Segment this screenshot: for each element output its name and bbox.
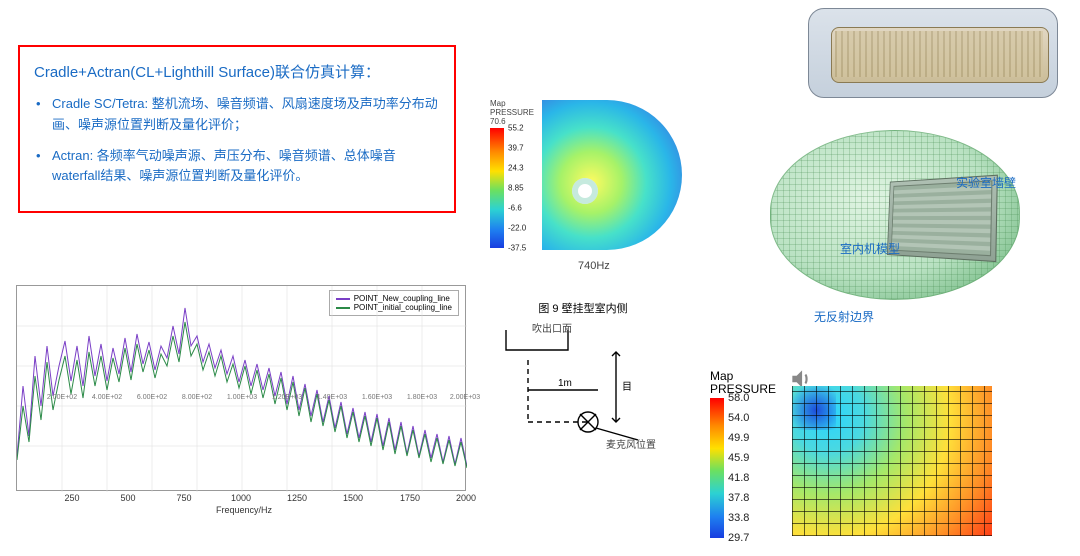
label-boundary: 无反射边界 xyxy=(814,308,874,325)
bullet2-body: 各频率气动噪声源、声压分布、噪音频谱、总体噪音waterfall结果、噪声源位置… xyxy=(52,148,396,184)
info-box: Cradle+Actran(CL+Lighthill Surface)联合仿真计… xyxy=(18,45,456,213)
svg-text:目: 目 xyxy=(622,382,632,393)
cb-tick: -22.0 xyxy=(508,224,526,233)
label-wall: 实验室墙壁 xyxy=(956,174,1016,191)
bullet1-head: Cradle SC/Tetra: xyxy=(52,96,148,111)
sci-tick: 4.00E+02 xyxy=(92,394,122,401)
chart-plot-area: POINT_New_coupling_line POINT_initial_co… xyxy=(16,285,466,491)
sci-tick: 1.20E+03 xyxy=(272,394,302,401)
pm-tick: 29.7 xyxy=(728,532,749,544)
x-tick: 1750 xyxy=(400,493,420,503)
pm-tick: 54.0 xyxy=(728,412,749,424)
x-tick: 750 xyxy=(176,493,191,503)
half-map-colorbar: Map PRESSURE 70.6 55.2 39.7 24.3 8.85 -6… xyxy=(490,100,534,248)
x-tick: 250 xyxy=(64,493,79,503)
sci-tick: 6.00E+02 xyxy=(137,394,167,401)
half-map-caption: 740Hz xyxy=(578,260,610,272)
sci-tick: 8.00E+02 xyxy=(182,394,212,401)
schematic-svg: 1m 目 xyxy=(498,322,668,452)
pm-colorbar: Map PRESSURE 58.0 54.0 49.9 45.9 41.8 37… xyxy=(710,370,776,538)
cb-tick: -37.5 xyxy=(508,244,526,253)
pm-tick: 49.9 xyxy=(728,432,749,444)
blow-label: 吹出口面 xyxy=(532,320,572,335)
sci-tick: 1.00E+03 xyxy=(227,394,257,401)
pm-tick: 41.8 xyxy=(728,472,749,484)
info-box-title: Cradle+Actran(CL+Lighthill Surface)联合仿真计… xyxy=(34,61,440,82)
info-bullet-1: Cradle SC/Tetra: 整机流场、噪音频谱、风扇速度场及声功率分布动画… xyxy=(34,94,440,136)
cb-title: Map PRESSURE 70.6 xyxy=(490,100,534,126)
half-disc-plot xyxy=(542,100,682,250)
x-tick: 500 xyxy=(120,493,135,503)
cb-tick: 8.85 xyxy=(508,184,524,193)
pm-tick: 45.9 xyxy=(728,452,749,464)
pm-tick: 33.8 xyxy=(728,512,749,524)
pm-tick: 37.8 xyxy=(728,492,749,504)
bullet2-head: Actran: xyxy=(52,148,93,163)
pm-tick: 58.0 xyxy=(728,392,749,404)
acoustic-mesh-domain: 实验室墙壁 室内机模型 无反射边界 xyxy=(770,130,1020,300)
x-tick: 1000 xyxy=(231,493,251,503)
frequency-chart: 新Test数据 POINT_New_coupling_line POINT_in… xyxy=(16,285,466,520)
pressure-map-square: Map PRESSURE 58.0 54.0 49.9 45.9 41.8 37… xyxy=(710,370,992,538)
chart-grid xyxy=(17,286,467,492)
cb-tick: 55.2 xyxy=(508,124,524,133)
sci-tick: 1.60E+03 xyxy=(362,394,392,401)
x-tick: 1250 xyxy=(287,493,307,503)
cb-tick: 39.7 xyxy=(508,144,524,153)
x-tick: 2000 xyxy=(456,493,476,503)
ac-body xyxy=(808,8,1058,98)
label-unit: 室内机模型 xyxy=(840,240,900,257)
schematic-frame: 1m 目 吹出口面 麦克风位置 xyxy=(498,322,668,452)
x-tick: 1500 xyxy=(343,493,363,503)
sci-tick: 2.00E+02 xyxy=(47,394,77,401)
ac-unit-render xyxy=(808,8,1058,98)
pressure-map-740hz: Map PRESSURE 70.6 55.2 39.7 24.3 8.85 -6… xyxy=(490,100,682,250)
schematic-title: 图 9 壁挂型室内侧 xyxy=(498,300,668,316)
svg-text:1m: 1m xyxy=(558,378,572,389)
sci-tick: 2.00E+03 xyxy=(450,394,480,401)
sci-tick: 1.40E+03 xyxy=(317,394,347,401)
sci-tick: 1.80E+03 xyxy=(407,394,437,401)
pm-heatmap xyxy=(792,386,992,536)
mic-label: 麦克风位置 xyxy=(606,436,656,451)
cb-tick: 24.3 xyxy=(508,164,524,173)
cb-tick: -6.6 xyxy=(508,204,522,213)
info-bullet-2: Actran: 各频率气动噪声源、声压分布、噪音频谱、总体噪音waterfall… xyxy=(34,146,440,188)
x-axis-label: Frequency/Hz xyxy=(216,505,272,515)
schematic-diagram: 图 9 壁挂型室内侧 1m 目 吹出口面 麦克风位置 xyxy=(498,300,668,452)
